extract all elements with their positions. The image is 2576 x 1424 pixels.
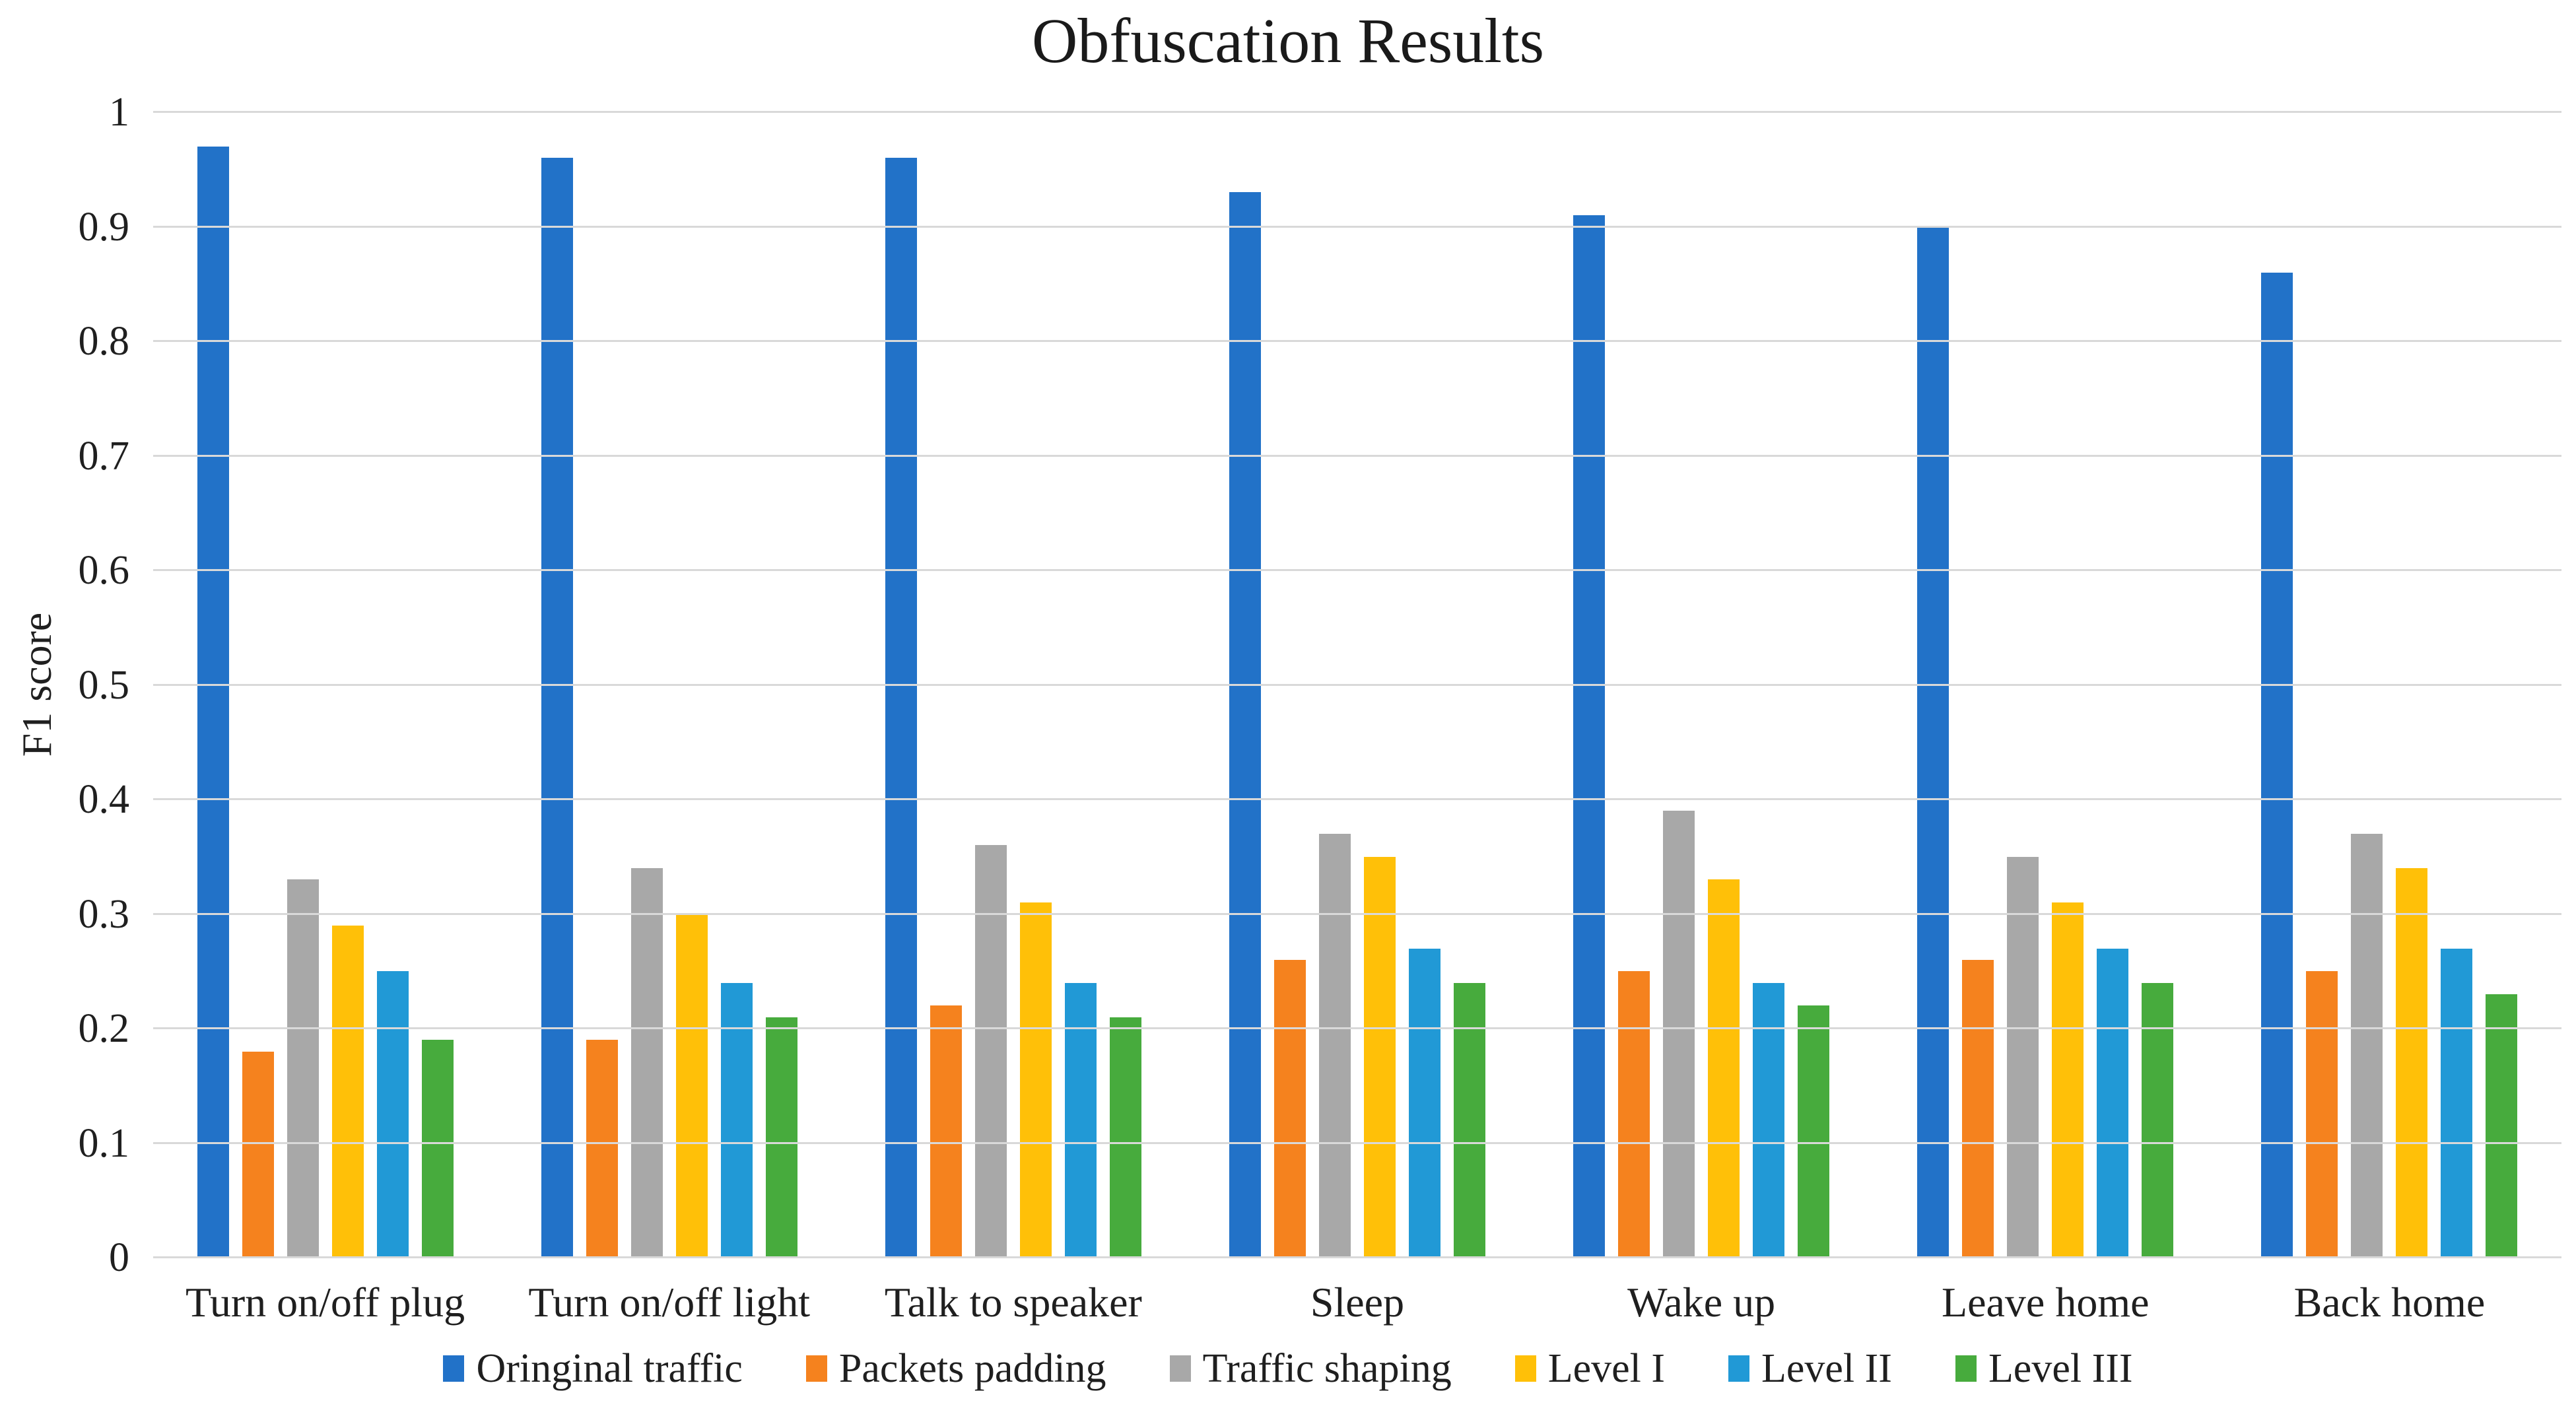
y-tick-label-0.3: 0.3 <box>78 891 130 937</box>
bar-series-4-category-1 <box>720 982 753 1258</box>
bar-series-4-category-4 <box>1753 982 1785 1258</box>
legend-label-5: Level III <box>1988 1346 2133 1391</box>
bar-group-0 <box>153 112 497 1258</box>
x-label-4: Wake up <box>1627 1279 1776 1326</box>
legend-swatch-icon <box>1728 1355 1749 1382</box>
gridline-y-0 <box>153 1256 2561 1258</box>
legend-swatch-icon <box>1514 1355 1536 1382</box>
y-tick-label-0: 0 <box>109 1235 129 1280</box>
bar-series-1-category-0 <box>242 1051 274 1258</box>
legend-label-0: Oringinal traffic <box>476 1346 743 1391</box>
bar-series-2-category-3 <box>1318 834 1351 1258</box>
x-label-5: Leave home <box>1942 1279 2150 1326</box>
legend-label-2: Traffic shaping <box>1202 1346 1452 1391</box>
bar-series-5-category-4 <box>1798 1005 1830 1258</box>
bar-series-2-category-5 <box>2007 856 2039 1258</box>
legend-label-1: Packets padding <box>838 1346 1106 1391</box>
bar-series-0-category-5 <box>1917 226 1949 1258</box>
legend-label-4: Level II <box>1761 1346 1892 1391</box>
bar-series-3-category-5 <box>2052 902 2084 1258</box>
bar-series-5-category-1 <box>765 1017 797 1258</box>
bar-series-4-category-5 <box>2097 948 2129 1258</box>
y-tick-label-0.8: 0.8 <box>78 319 130 364</box>
bar-series-5-category-3 <box>1453 982 1485 1258</box>
y-tick-label-1: 1 <box>109 90 129 135</box>
bar-series-1-category-5 <box>1962 959 1994 1258</box>
bar-series-2-category-4 <box>1663 811 1695 1258</box>
bar-series-0-category-2 <box>885 158 917 1258</box>
bar-group-5 <box>1874 112 2218 1258</box>
legend-swatch-icon <box>1955 1355 1977 1382</box>
gridline-y-0.2 <box>153 1027 2561 1029</box>
legend-item-2: Traffic shaping <box>1169 1346 1452 1391</box>
bar-series-0-category-4 <box>1573 215 1606 1258</box>
bar-series-4-category-3 <box>1408 948 1441 1258</box>
bar-series-3-category-3 <box>1363 856 1396 1258</box>
gridline-y-1 <box>153 111 2561 113</box>
bar-series-5-category-6 <box>2486 994 2518 1258</box>
gridline-y-0.4 <box>153 798 2561 800</box>
y-tick-label-0.1: 0.1 <box>78 1120 130 1166</box>
gridline-y-0.9 <box>153 225 2561 228</box>
bar-series-1-category-1 <box>586 1040 618 1258</box>
bar-series-4-category-6 <box>2441 948 2473 1258</box>
bar-series-2-category-6 <box>2351 834 2383 1258</box>
bar-series-1-category-3 <box>1273 959 1306 1258</box>
bar-series-0-category-0 <box>197 147 229 1258</box>
bar-series-3-category-0 <box>331 925 364 1258</box>
bar-series-4-category-2 <box>1064 982 1097 1258</box>
legend-label-3: Level I <box>1547 1346 1665 1391</box>
y-tick-label-0.9: 0.9 <box>78 204 130 250</box>
legend-swatch-icon <box>1169 1355 1191 1382</box>
bar-series-1-category-6 <box>2306 971 2338 1258</box>
bar-groups <box>153 112 2561 1258</box>
bar-series-3-category-1 <box>675 914 708 1258</box>
bar-series-1-category-4 <box>1618 971 1650 1258</box>
bar-series-5-category-2 <box>1109 1017 1141 1258</box>
y-tick-label-0.2: 0.2 <box>78 1006 130 1051</box>
y-tick-label-0.5: 0.5 <box>78 662 130 708</box>
bar-series-5-category-0 <box>421 1040 454 1258</box>
y-tick-label-0.6: 0.6 <box>78 548 130 593</box>
gridline-y-0.3 <box>153 912 2561 915</box>
legend-swatch-icon <box>805 1355 827 1382</box>
y-tick-label-0.4: 0.4 <box>78 777 130 822</box>
gridline-y-0.7 <box>153 454 2561 457</box>
bar-series-3-category-4 <box>1708 879 1740 1258</box>
gridline-y-0.8 <box>153 340 2561 342</box>
bar-series-2-category-0 <box>287 879 319 1258</box>
gridline-y-0.1 <box>153 1141 2561 1144</box>
bar-series-0-category-1 <box>541 158 573 1258</box>
legend-item-3: Level I <box>1514 1346 1665 1391</box>
bar-series-3-category-6 <box>2396 868 2428 1258</box>
bar-series-4-category-0 <box>376 971 409 1258</box>
x-label-1: Turn on/off light <box>528 1279 811 1326</box>
bar-group-6 <box>2218 112 2561 1258</box>
legend-item-4: Level II <box>1728 1348 1892 1389</box>
legend-item-1: Packets padding <box>805 1346 1106 1391</box>
x-label-3: Sleep <box>1310 1279 1405 1326</box>
x-label-2: Talk to speaker <box>884 1279 1142 1326</box>
x-label-0: Turn on/off plug <box>185 1279 465 1326</box>
bar-series-2-category-1 <box>630 868 663 1258</box>
plot-area <box>153 111 2561 1258</box>
x-label-6: Back home <box>2293 1279 2486 1326</box>
bar-series-0-category-3 <box>1229 192 1261 1258</box>
legend-item-5: Level III <box>1955 1348 2133 1389</box>
gridline-y-0.5 <box>153 683 2561 686</box>
bar-series-0-category-6 <box>2261 272 2293 1258</box>
gridline-y-0.6 <box>153 569 2561 571</box>
y-axis-tick-labels: 0 0.1 0.2 0.3 0.4 0.5 0.6 0.7 0.8 0.9 1 <box>0 92 130 1278</box>
chart-title: Obfuscation Results <box>1032 5 1544 76</box>
bar-series-2-category-2 <box>974 845 1007 1258</box>
chart-legend: Oringinal traffic Packets padding Traffic … <box>0 1348 2576 1389</box>
y-tick-label-0.7: 0.7 <box>78 433 130 479</box>
x-axis-category-labels: Turn on/off plug Turn on/off light Talk to… <box>153 1279 2561 1326</box>
bar-series-5-category-5 <box>2142 982 2174 1258</box>
legend-item-0: Oringinal traffic <box>443 1346 743 1391</box>
bar-series-3-category-2 <box>1019 902 1052 1258</box>
legend-swatch-icon <box>443 1355 465 1382</box>
bar-series-1-category-2 <box>930 1005 962 1258</box>
